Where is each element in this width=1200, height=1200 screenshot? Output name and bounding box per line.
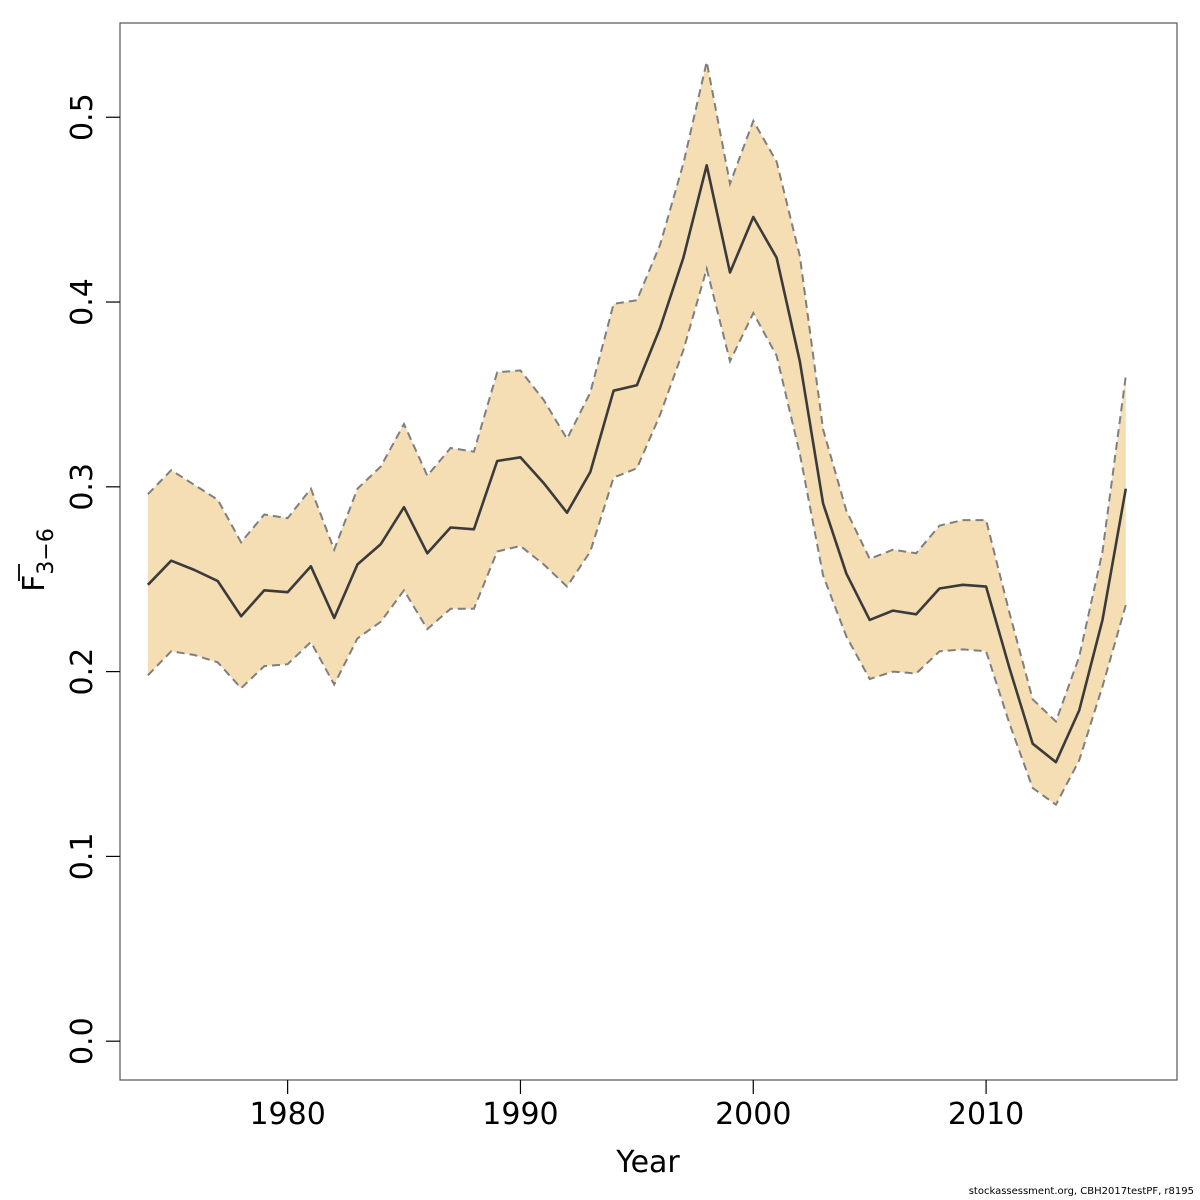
y-axis-title-base: F xyxy=(17,575,52,592)
x-tick-label: 2010 xyxy=(948,1097,1024,1132)
y-axis-title: F3−6 xyxy=(17,528,59,592)
y-tick-label: 0.0 xyxy=(65,1017,100,1065)
y-tick-label: 0.5 xyxy=(65,93,100,141)
x-tick-label: 1990 xyxy=(482,1097,558,1132)
y-tick-label: 0.4 xyxy=(65,278,100,326)
x-axis-title: Year xyxy=(615,1145,680,1180)
y-tick-label: 0.2 xyxy=(65,648,100,696)
upper-bound-line xyxy=(147,61,1127,724)
confidence-band xyxy=(147,61,1126,805)
lower-bound-line xyxy=(147,264,1127,807)
y-tick-label: 0.3 xyxy=(65,463,100,511)
footer-credit: stockassessment.org, CBH2017testPF, r819… xyxy=(968,1186,1194,1197)
y-axis-title-subscript: 3−6 xyxy=(34,528,59,574)
plot-frame xyxy=(119,22,1178,1081)
x-tick-label: 1980 xyxy=(249,1097,325,1132)
plot-area xyxy=(146,61,1128,807)
estimate-line xyxy=(146,164,1128,764)
svg-text:F3−6: F3−6 xyxy=(17,528,59,592)
axes: 1980 1990 2000 2010 0.0 0.1 0.2 0.3 0.4 0.5 xyxy=(65,22,1178,1132)
x-tick-label: 2000 xyxy=(715,1097,791,1132)
y-tick-label: 0.1 xyxy=(65,833,100,881)
